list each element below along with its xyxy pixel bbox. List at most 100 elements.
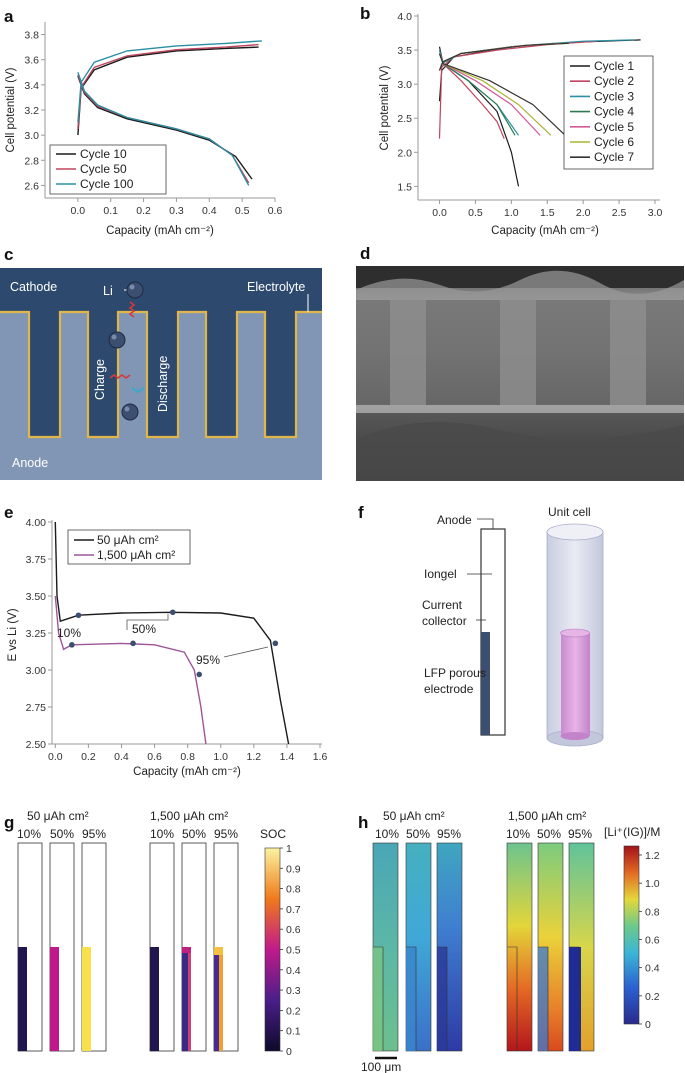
y-tick-label: 3.2 [24,105,39,117]
panel-e-ylabel: E vs Li (V) [7,608,19,661]
x-tick-label: 0.8 [180,751,195,763]
soc-marker [69,642,75,648]
series-line-discharge [438,53,566,136]
panel-h-concentration-maps: 50 μAh cm² 1,500 μAh cm² 10% 50% 95% 10%… [361,809,660,1073]
concentration-colorbar [623,845,640,1025]
li-label: Li [103,284,113,298]
panel-g-label: g [4,813,14,832]
y-tick-label: 3.0 [24,130,39,142]
x-tick-label: 0.0 [71,205,86,217]
series-line-discharge [77,72,250,186]
colorbar-tick-label: 0.6 [286,924,301,936]
x-tick-label: 0.2 [136,205,151,217]
y-tick-label: 3.50 [26,591,47,603]
x-tick-label: 0.0 [48,751,63,763]
colorbar-tick-label: 0.9 [286,863,301,875]
panel-a-ylabel: Cell potential (V) [5,67,17,152]
unit-cell-label: Unit cell [548,505,591,519]
colorbar-tick-label: 0.4 [286,965,301,977]
electrode-cylinder [561,633,590,736]
series-line-charge [438,42,562,71]
y-tick-label: 3.5 [397,45,412,57]
panel-c-label: c [4,245,13,264]
x-tick-label: 2.5 [612,207,627,219]
annotation-50: 50% [132,622,156,636]
y-tick-label: 3.0 [397,79,412,91]
annotation-10: 10% [57,626,81,640]
panel-b-xlabel: Capacity (mAh cm⁻²) [491,225,599,237]
colorbar-tick-label: 0.2 [645,991,660,1003]
series-line [54,595,207,745]
lfp-callout-line2: electrode [424,682,474,696]
x-tick-label: 0.1 [103,205,118,217]
y-tick-label: 2.5 [397,113,412,125]
series-line-discharge [438,49,505,139]
y-tick-label: 2.6 [24,180,39,192]
g-col-label: 10% [150,827,174,841]
g-col-label: 50% [50,827,74,841]
y-tick-label: 3.75 [26,554,47,566]
legend-label: 50 μAh cm² [97,533,159,547]
h-col-label: 95% [437,827,461,841]
series-line-charge [438,42,569,71]
g-col-label: 10% [17,827,41,841]
y-tick-label: 3.8 [24,30,39,42]
x-tick-label: 0.3 [169,205,184,217]
x-tick-label: 0.2 [81,751,96,763]
panel-d-label: d [360,244,370,263]
scale-label: 100 μm [361,1060,401,1073]
charge-arrow-icon [109,374,131,379]
colorbar-tick-label: 1 [286,843,292,855]
anode-label: Anode [12,456,48,470]
h-title-low: 50 μAh cm² [383,809,445,823]
y-tick-label: 2.75 [26,702,47,714]
soc-marker [75,612,82,619]
charge-label: Charge [93,359,107,400]
discharge-label: Discharge [156,356,170,412]
panel-a-xlabel: Capacity (mAh cm⁻²) [106,225,214,237]
x-tick-label: 1.4 [280,751,295,763]
anode-callout: Anode [437,513,472,527]
panel-b-legend [563,55,654,170]
soc-marker [196,671,203,678]
sem-image [356,266,684,481]
colorbar-tick-label: 0.5 [286,945,301,957]
li-ion-icon [126,281,144,299]
colorbar-tick-label: 0.8 [286,884,301,896]
legend-label: 1,500 μAh cm² [97,548,175,562]
legend-label: Cycle 6 [594,135,634,149]
panel-b-chart: Cell potential (V) Capacity (mAh cm⁻²) 0… [379,11,662,237]
annotation-95: 95% [196,653,220,667]
panel-f-schematic: Anode Iongel Current collector LFP porou… [422,505,604,747]
legend-label: Cycle 5 [594,120,634,134]
colorbar-tick-label: 0.3 [286,985,301,997]
x-tick-label: 1.5 [540,207,555,219]
x-tick-label: 0.5 [468,207,483,219]
cathode-region [0,268,322,437]
panel-b-ylabel: Cell potential (V) [379,65,391,150]
legend-label: Cycle 2 [594,74,634,88]
x-tick-label: 1.2 [247,751,262,763]
g-col-label: 95% [214,827,238,841]
panel-c-schematic: Cathode Electrolyte Anode Li Charge Disc… [0,268,322,480]
series-line-discharge [438,53,541,136]
g-title-low: 50 μAh cm² [27,809,89,823]
panel-f-label: f [358,503,364,522]
h-col-label: 50% [537,827,561,841]
current-collector [481,632,490,735]
cathode-label: Cathode [10,280,57,294]
x-tick-label: 3.0 [648,207,663,219]
y-tick-label: 3.25 [26,628,47,640]
colorbar-tick-label: 0.7 [286,904,301,916]
panel-a-chart: Cell potential (V) Capacity (mAh cm⁻²) 0… [5,22,282,237]
y-tick-label: 3.00 [26,665,47,677]
colorbar-tick-label: 0.6 [645,935,660,947]
panel-g-soc-maps: 50 μAh cm² 1,500 μAh cm² 10% 50% 95% 10%… [17,809,301,1058]
charge-arrow-icon [128,301,136,318]
h-col-label: 95% [568,827,592,841]
soc-marker [130,640,136,647]
y-tick-label: 1.5 [397,181,412,193]
y-tick-label: 2.0 [397,147,412,159]
g-title-high: 1,500 μAh cm² [150,809,228,823]
legend-label: Cycle 100 [80,177,134,191]
